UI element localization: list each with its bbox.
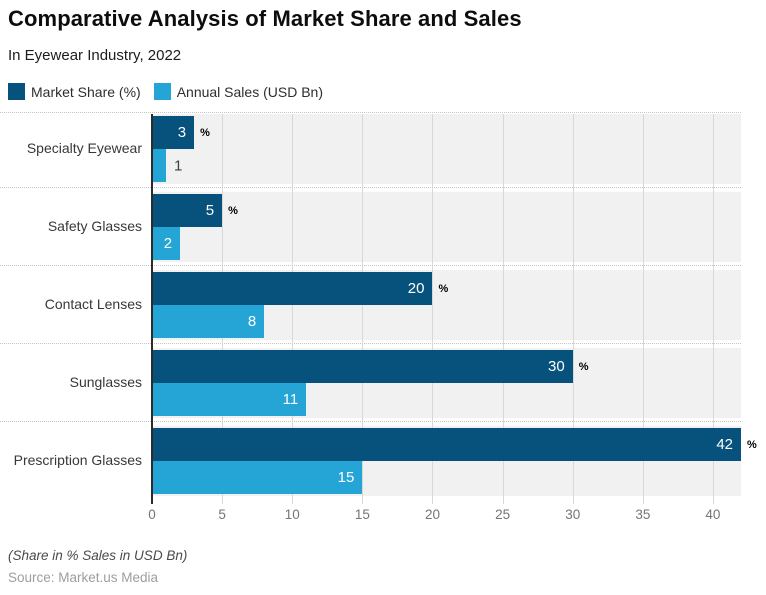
- footnote: (Share in % Sales in USD Bn): [8, 548, 188, 563]
- category-label: Safety Glasses: [47, 218, 142, 235]
- percent-suffix-label: %: [747, 438, 757, 451]
- category-label: Specialty Eyewear: [26, 140, 142, 157]
- bar-value-label: 20: [407, 280, 425, 297]
- bar-value-label: 5: [205, 202, 215, 219]
- percent-suffix-label: %: [200, 126, 210, 139]
- x-tick-label: 0: [148, 507, 156, 522]
- category-label: Sunglasses: [69, 374, 142, 391]
- chart-title: Comparative Analysis of Market Share and…: [8, 6, 522, 31]
- row-separator: [0, 112, 741, 113]
- y-axis-line: [151, 114, 153, 504]
- row-band: 20% 8: [152, 270, 741, 340]
- bar-value-label: 30: [548, 358, 565, 375]
- row-separator: [0, 187, 741, 188]
- row-band: 3% 1: [152, 114, 741, 184]
- percent-suffix-label: %: [578, 360, 589, 373]
- x-axis: 0 5 10 15 20 25 30 35 40: [0, 504, 766, 526]
- x-tick-label: 30: [565, 507, 581, 522]
- bar-value-label: 2: [163, 235, 173, 252]
- annual-sales-swatch-icon: [153, 83, 171, 100]
- bar-market-share[interactable]: 42%: [152, 428, 757, 461]
- category-row: Prescription Glasses 42% 15: [0, 426, 766, 504]
- x-tick-label: 10: [284, 507, 300, 522]
- category-label: Contact Lenses: [44, 296, 142, 313]
- bar-annual-sales[interactable]: 15: [152, 461, 363, 494]
- x-tick-label: 25: [495, 507, 511, 522]
- bar-market-share[interactable]: 3%: [152, 116, 210, 149]
- category-row: Safety Glasses 5% 2: [0, 192, 766, 270]
- bar-market-share[interactable]: 5%: [152, 194, 238, 227]
- x-tick-label: 5: [218, 507, 226, 522]
- x-tick-label: 15: [354, 507, 370, 522]
- legend: Market Share (%) Annual Sales (USD Bn): [8, 83, 323, 100]
- x-tick-label: 40: [705, 507, 721, 522]
- bar-annual-sales[interactable]: 8: [152, 305, 265, 338]
- row-band: 5% 2: [152, 192, 741, 262]
- row-band: 42% 15: [152, 426, 757, 496]
- x-tick-label: 20: [424, 507, 440, 522]
- bar-chart-plot: Specialty Eyewear 3% 1 Safety Glasses 5% 2 Con…: [0, 112, 766, 504]
- row-separator: [0, 421, 741, 422]
- bar-value-label: 3: [177, 124, 187, 141]
- bar-value-label: 1: [174, 157, 183, 174]
- chart-subtitle: In Eyewear Industry, 2022: [8, 47, 182, 64]
- x-tick-label: 35: [635, 507, 651, 522]
- legend-label-market-share: Market Share (%): [31, 83, 141, 100]
- category-row: Sunglasses 30% 11: [0, 348, 766, 426]
- bar-value-label: 11: [282, 391, 299, 408]
- row-separator: [0, 265, 741, 266]
- legend-label-annual-sales: Annual Sales (USD Bn): [176, 83, 323, 100]
- legend-item-annual-sales[interactable]: Annual Sales (USD Bn): [153, 83, 323, 100]
- bar-value-label: 42: [716, 436, 733, 453]
- category-row: Specialty Eyewear 3% 1: [0, 114, 766, 192]
- category-label: Prescription Glasses: [13, 452, 142, 469]
- bar-annual-sales[interactable]: 11: [152, 383, 307, 416]
- percent-suffix-label: %: [438, 282, 449, 295]
- row-band: 30% 11: [152, 348, 741, 418]
- legend-item-market-share[interactable]: Market Share (%): [8, 83, 141, 100]
- bar-market-share[interactable]: 20%: [152, 272, 448, 305]
- bar-market-share[interactable]: 30%: [152, 350, 588, 383]
- market-share-swatch-icon: [8, 83, 25, 100]
- row-separator: [0, 343, 741, 344]
- source-line: Source: Market.us Media: [8, 570, 159, 585]
- category-row: Contact Lenses 20% 8: [0, 270, 766, 348]
- bar-annual-sales[interactable]: 1: [152, 149, 182, 182]
- percent-suffix-label: %: [228, 204, 238, 217]
- bar-annual-sales[interactable]: 2: [152, 227, 181, 260]
- bar-value-label: 15: [337, 469, 355, 486]
- bar-value-label: 8: [247, 313, 257, 330]
